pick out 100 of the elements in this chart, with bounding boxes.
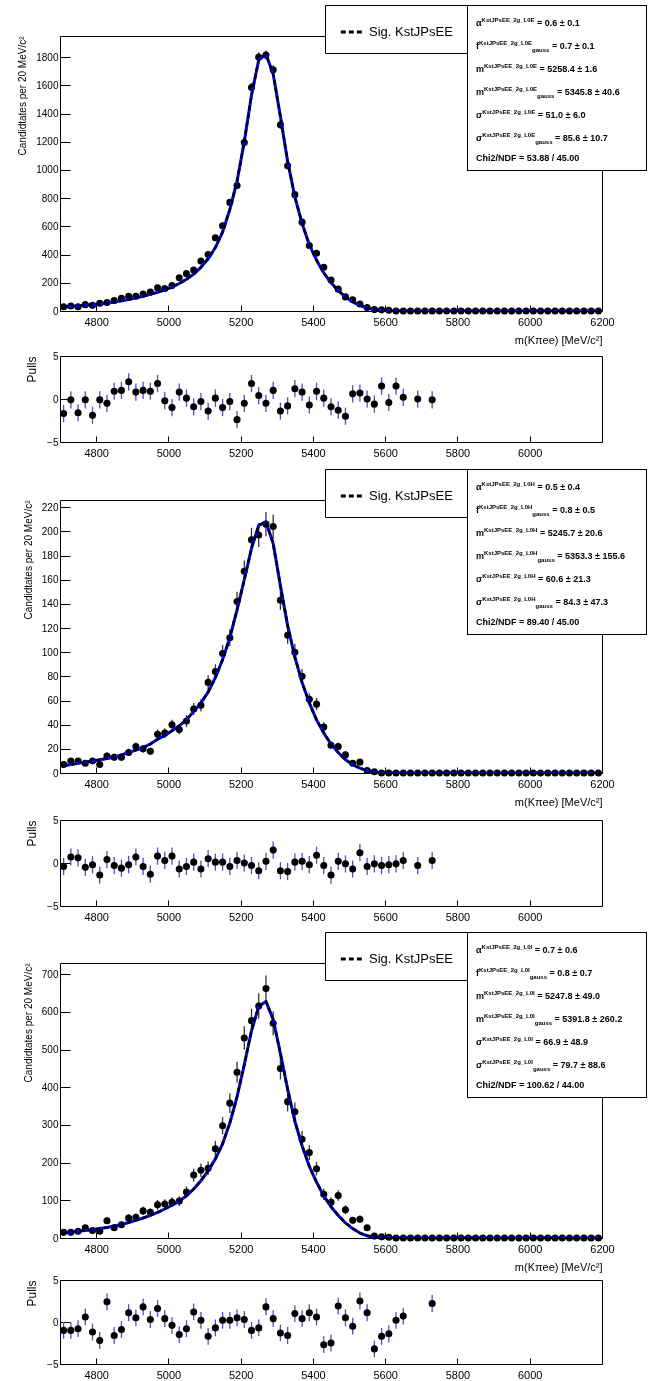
x-tick-label: 5600 xyxy=(373,1242,398,1255)
x-tick-label: 5600 xyxy=(373,315,398,328)
x-tick-label: 6000 xyxy=(517,315,543,328)
y-tick-label: 0 xyxy=(52,393,59,405)
y-tick-label: 200 xyxy=(41,1157,59,1169)
y-tick-label: 100 xyxy=(41,646,59,658)
x-tick-label: 4800 xyxy=(84,315,109,328)
y-tick-label: 0 xyxy=(52,857,59,869)
x-axis-title: m(Kπee) [MeV/c²] xyxy=(514,795,603,808)
x-tick-label: 5800 xyxy=(445,1368,471,1381)
x-tick-label: 5400 xyxy=(301,777,326,790)
annotation: σ$^{KstJPsEE_2g_L0E}$ = 51.0 ± 6.0 xyxy=(476,108,587,122)
x-axis-title: m(Kπee) [MeV/c²] xyxy=(514,1260,603,1273)
annotation: σ$^{KstJPsEE_2g_L0I}$ = 66.9 ± 48.9 xyxy=(476,1035,590,1049)
y-tick-label: 200 xyxy=(41,277,59,289)
annotation: σ$^{KstJPsEE_2g_L0E}$$_{gauss}$ = 85.6 ± 10.7 xyxy=(476,131,609,147)
x-tick-label: 5000 xyxy=(156,777,182,790)
x-tick-label: 5400 xyxy=(301,315,326,328)
x-tick-label: 5800 xyxy=(445,446,471,459)
annotation: m$^{KstJPsEE_2g_L0H}$ = 5245.7 ± 20.6 xyxy=(476,526,604,540)
y-tick-label: 180 xyxy=(41,550,59,562)
annotation: f$^{KstJPsEE_2g_L0E}$$_{gauss}$ = 0.7 ± 0.1 xyxy=(476,39,596,55)
y-tick-label: 1400 xyxy=(36,108,59,120)
x-tick-label: 5000 xyxy=(156,1368,182,1381)
x-tick-label: 5600 xyxy=(373,1368,398,1381)
annotation: σ$^{KstJPsEE_2g_L0H}$ = 60.6 ± 21.3 xyxy=(476,572,592,586)
x-tick-label: 4800 xyxy=(84,910,109,923)
annotation: m$^{KstJPsEE_2g_L0I}$ = 5247.8 ± 49.0 xyxy=(476,989,601,1003)
y-tick-label: 0 xyxy=(52,1232,59,1244)
x-tick-label: 5400 xyxy=(301,1368,326,1381)
y-tick-label: 140 xyxy=(41,598,59,610)
annotation: Chi2/NDF = 89.40 / 45.00 xyxy=(476,616,581,629)
y-axis-title: Candidtates per 20 MeV/c² xyxy=(17,35,29,156)
y-tick-label: 5 xyxy=(52,814,59,826)
y-tick-label: 1600 xyxy=(36,79,59,91)
y-tick-label: −5 xyxy=(47,900,59,912)
y-tick-label: 600 xyxy=(41,1006,59,1018)
y-tick-label: 0 xyxy=(52,1316,59,1328)
x-tick-label: 5200 xyxy=(228,777,254,790)
y-tick-label: 160 xyxy=(41,574,59,586)
y-tick-label: 100 xyxy=(41,1194,59,1206)
x-tick-label: 5000 xyxy=(156,446,182,459)
x-tick-label: 5800 xyxy=(445,315,471,328)
x-tick-label: 5400 xyxy=(301,1242,326,1255)
y-tick-label: 80 xyxy=(47,670,59,682)
x-tick-label: 5800 xyxy=(445,1242,471,1255)
x-axis-title: m(Kπee) [MeV/c²] xyxy=(514,333,603,346)
annotation: Chi2/NDF = 100.62 / 44.00 xyxy=(476,1079,586,1092)
x-tick-label: 4800 xyxy=(84,777,109,790)
y-tick-label: 5 xyxy=(52,350,59,362)
x-tick-label: 5400 xyxy=(301,446,326,459)
x-tick-label: 5600 xyxy=(373,446,398,459)
y-tick-label: 200 xyxy=(41,525,59,537)
y-axis-title: Candidtates per 20 MeV/c² xyxy=(22,499,34,620)
y-tick-label: 400 xyxy=(41,249,59,261)
y-tick-label: 1200 xyxy=(36,136,59,148)
annotation: m$^{KstJPsEE_2g_L0H}$$_{gauss}$ = 5353.3 ± 155.6 xyxy=(476,549,626,565)
annotation: f$^{KstJPsEE_2g_L0I}$$_{gauss}$ = 0.8 ± 0.7 xyxy=(476,966,594,982)
y-axis-title: Pulls xyxy=(25,820,40,847)
x-tick-label: 5200 xyxy=(228,315,254,328)
x-tick-label: 5600 xyxy=(373,910,398,923)
x-tick-label: 5200 xyxy=(228,446,254,459)
y-tick-label: 1000 xyxy=(36,164,59,176)
x-tick-label: 6000 xyxy=(517,1368,543,1381)
x-tick-label: 5800 xyxy=(445,777,471,790)
x-tick-label: 5200 xyxy=(228,910,254,923)
x-tick-label: 6000 xyxy=(517,910,543,923)
annotation: m$^{KstJPsEE_2g_L0E}$ = 5258.4 ± 1.6 xyxy=(476,62,599,76)
y-tick-label: 120 xyxy=(41,622,59,634)
y-tick-label: 1800 xyxy=(36,51,59,63)
annotation: m$^{KstJPsEE_2g_L0I}$$_{gauss}$ = 5391.8 ± 260.2 xyxy=(476,1012,624,1028)
y-axis-title: Pulls xyxy=(25,356,40,383)
y-tick-label: 500 xyxy=(41,1044,59,1056)
y-tick-label: 0 xyxy=(52,305,59,317)
y-tick-label: 0 xyxy=(52,767,59,779)
x-tick-label: 5000 xyxy=(156,910,182,923)
y-tick-label: 300 xyxy=(41,1119,59,1131)
annotation: f$^{KstJPsEE_2g_L0H}$$_{gauss}$ = 0.8 ± 0.5 xyxy=(476,503,596,519)
y-tick-label: 400 xyxy=(41,1081,59,1093)
x-tick-label: 6200 xyxy=(590,1242,615,1255)
y-tick-label: 800 xyxy=(41,192,59,204)
x-tick-label: 5800 xyxy=(445,910,471,923)
x-tick-label: 4800 xyxy=(84,446,109,459)
x-tick-label: 5200 xyxy=(228,1368,254,1381)
y-tick-label: 700 xyxy=(41,968,59,980)
x-tick-label: 6000 xyxy=(517,446,543,459)
x-tick-label: 5200 xyxy=(228,1242,254,1255)
x-tick-label: 6200 xyxy=(590,315,615,328)
text: α$^{KstJPsEE_2g_L0H}$ = 0.5 ± 0.4 xyxy=(476,481,581,492)
x-tick-label: 5400 xyxy=(301,910,326,923)
x-tick-label: 4800 xyxy=(84,1368,109,1381)
legend-label: Sig. KstJPsEE xyxy=(369,951,454,966)
x-tick-label: 6000 xyxy=(517,777,543,790)
y-tick-label: 60 xyxy=(47,695,59,707)
annotation: σ$^{KstJPsEE_2g_L0I}$$_{gauss}$ = 79.7 ± 88.6 xyxy=(476,1058,607,1074)
y-tick-label: −5 xyxy=(47,436,59,448)
y-tick-label: 600 xyxy=(41,220,59,232)
x-tick-label: 4800 xyxy=(84,1242,109,1255)
legend-label: Sig. KstJPsEE xyxy=(369,24,454,39)
annotation: m$^{KstJPsEE_2g_L0E}$$_{gauss}$ = 5345.8 ± 40.6 xyxy=(476,85,621,101)
